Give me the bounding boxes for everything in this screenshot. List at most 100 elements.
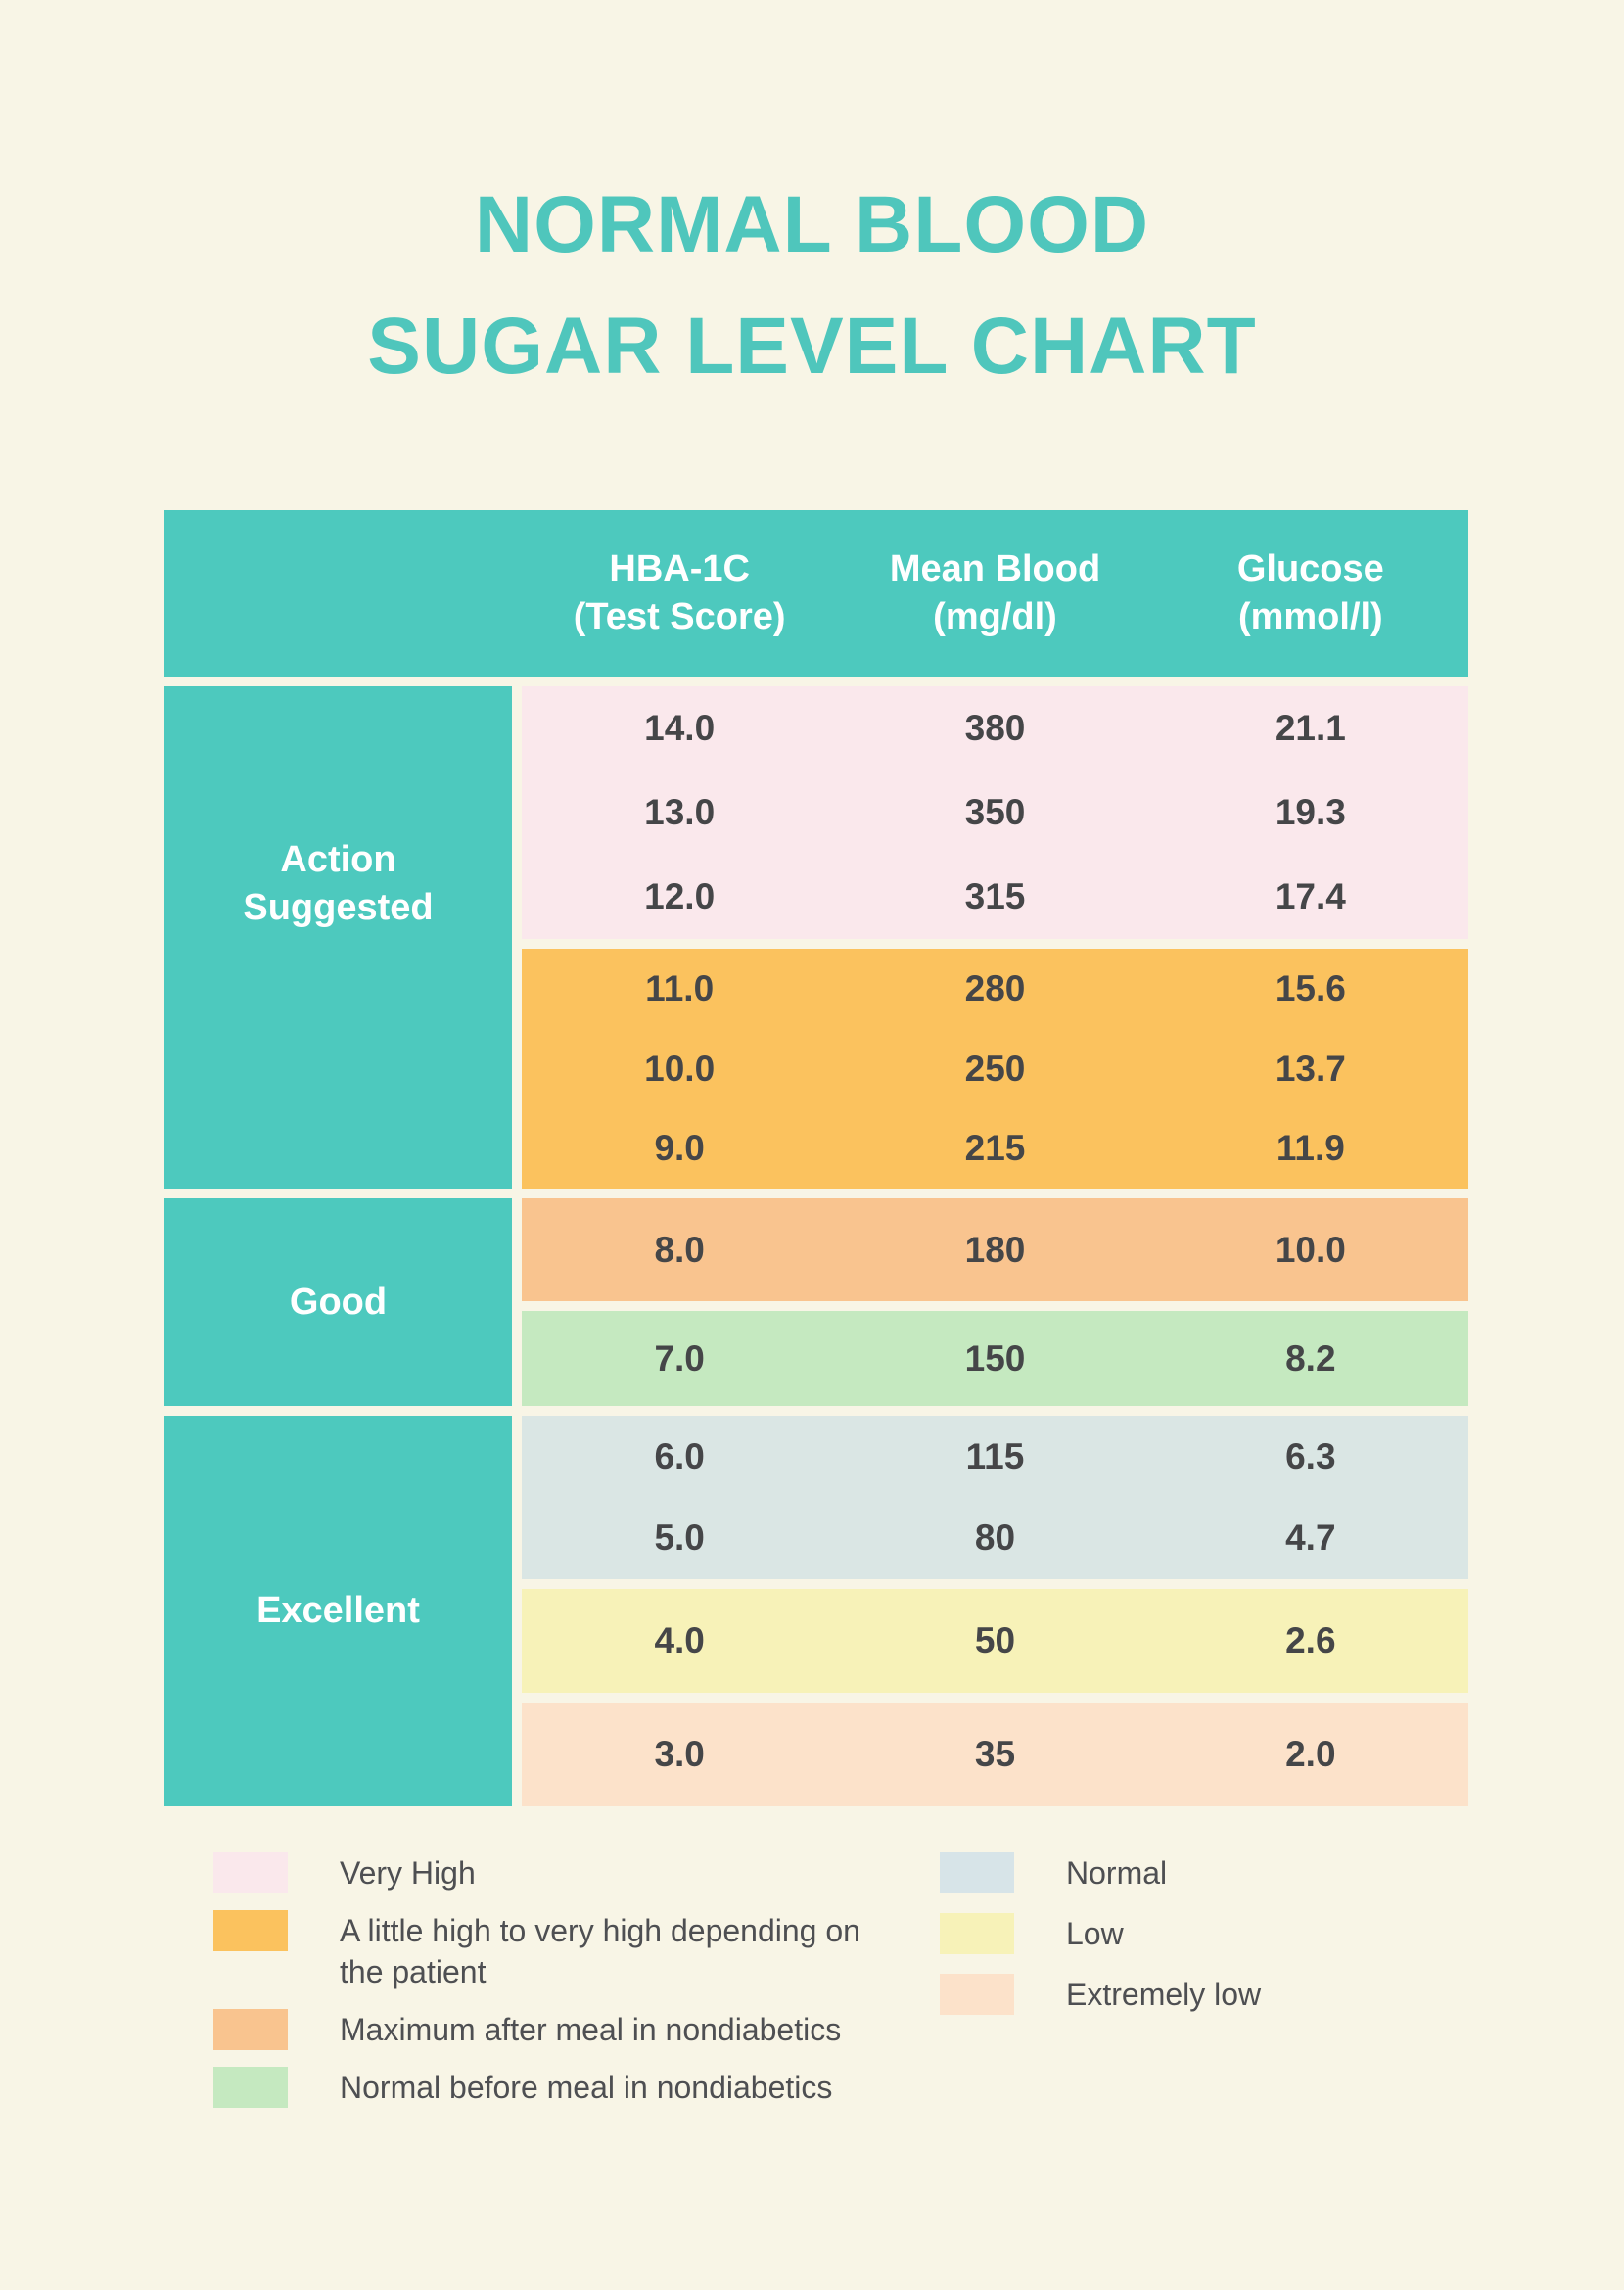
zone-block: 4.0 50 2.6 [522,1589,1468,1693]
legend-item: Normal [940,1852,1261,1893]
legend-swatch [940,1974,1014,2015]
legend-item: Extremely low [940,1974,1261,2015]
table-section: Action Suggested 14.0 380 21.1 13.0 350 19.3 12… [164,686,1468,1189]
blood-sugar-table: HBA-1C (Test Score) Mean Blood (mg/dl) Gluco… [164,510,1468,1806]
legend-label: Extremely low [1066,1977,1262,2012]
header-cell-line1: Mean Blood [889,548,1101,589]
legend-label: Very High [340,1855,476,1891]
table-cell: 50 [974,1620,1016,1660]
table-row: 3.0 35 2.0 [522,1703,1468,1806]
legend-label: Low [1066,1916,1124,1951]
header-cell-line2: (mmol/l) [1237,596,1383,637]
table-cell: 115 [965,1435,1025,1476]
table-row: 5.0 80 4.7 [522,1498,1468,1580]
table-row: 6.0 115 6.3 [522,1416,1468,1498]
table-cell: 380 [964,708,1026,748]
section-label-cell: Action Suggested [164,686,512,1189]
zone-block: 6.0 115 6.3 5.0 80 4.7 [522,1416,1468,1579]
table-cell: 13.7 [1275,1048,1346,1089]
legend-item: Low [940,1913,1261,1954]
table-section: Good 8.0 180 10.0 7.0 150 8.2 [164,1198,1468,1406]
header-cell-line2: (Test Score) [573,596,786,637]
table-section: Excellent 6.0 115 6.3 5.0 80 4.7 4.0 50 2.6 3.0 35 2… [164,1416,1468,1806]
table-cell: 8.2 [1285,1337,1336,1379]
table-cell: 280 [964,967,1026,1008]
zone-block: 11.0 280 15.6 10.0 250 13.7 9.0 215 11.9 [522,949,1468,1189]
section-blocks: 8.0 180 10.0 7.0 150 8.2 [522,1198,1468,1406]
section-blocks: 14.0 380 21.1 13.0 350 19.3 12.0 315 17.4 11.0 280… [522,686,1468,1189]
table-body: Action Suggested 14.0 380 21.1 13.0 350 19.3 12… [164,686,1468,1806]
legend-left-column: Very High A little high to very high depe… [213,1852,888,2108]
legend-label: Maximum after meal in nondiabetics [340,2012,842,2047]
section-label-cell: Good [164,1198,512,1406]
header-cell: Glucose (mmol/l) [1153,545,1468,641]
header-cell: Mean Blood (mg/dl) [837,545,1152,641]
section-label: Action Suggested [243,838,434,928]
table-cell: 19.3 [1275,792,1346,832]
table-cell: 180 [964,1229,1026,1270]
table-cell: 2.6 [1285,1620,1336,1660]
table-row: 8.0 180 10.0 [522,1198,1468,1301]
title-line-2: SUGAR LEVEL CHART [367,302,1257,391]
table-cell: 4.7 [1285,1518,1336,1559]
zone-block: 14.0 380 21.1 13.0 350 19.3 12.0 315 17.4 [522,686,1468,939]
table-row: 14.0 380 21.1 [522,686,1468,771]
table-cell: 17.4 [1275,876,1346,916]
section-blocks: 6.0 115 6.3 5.0 80 4.7 4.0 50 2.6 3.0 35 2.0 [522,1416,1468,1806]
table-cell: 13.0 [644,792,716,832]
legend-item: Normal before meal in nondiabetics [213,2067,888,2108]
section-label-cell: Excellent [164,1416,512,1806]
legend-label: A little high to very high depending on … [340,1913,860,1989]
table-cell: 12.0 [644,876,716,916]
zone-block: 3.0 35 2.0 [522,1703,1468,1806]
legend-item: Very High [213,1852,888,1893]
zone-block: 8.0 180 10.0 [522,1198,1468,1301]
table-header-row: HBA-1C (Test Score) Mean Blood (mg/dl) Gluco… [164,510,1468,677]
table-cell: 10.0 [1275,1229,1346,1270]
table-row: 4.0 50 2.6 [522,1589,1468,1693]
table-cell: 250 [964,1048,1026,1089]
section-label: Excellent [256,1590,420,1631]
table-cell: 150 [964,1337,1026,1379]
table-row: 12.0 315 17.4 [522,855,1468,939]
table-cell: 10.0 [644,1048,716,1089]
table-cell: 8.0 [654,1229,705,1270]
table-row: 10.0 250 13.7 [522,1029,1468,1109]
page-title: NORMAL BLOOD SUGAR LEVEL CHART [0,164,1624,407]
table-cell: 6.3 [1285,1435,1336,1476]
legend-swatch [213,2009,288,2050]
table-cell: 6.0 [654,1435,705,1476]
legend-swatch [940,1852,1014,1893]
table-row: 9.0 215 11.9 [522,1108,1468,1189]
table-cell: 9.0 [654,1128,705,1169]
table-cell: 5.0 [654,1518,705,1559]
table-row: 13.0 350 19.3 [522,771,1468,855]
legend-label: Normal before meal in nondiabetics [340,2070,833,2105]
table-cell: 7.0 [654,1337,705,1379]
table-cell: 80 [974,1518,1016,1559]
header-cell: HBA-1C (Test Score) [522,545,837,641]
table-cell: 350 [964,792,1026,832]
table-header-columns: HBA-1C (Test Score) Mean Blood (mg/dl) Gluco… [522,510,1468,677]
legend-item: A little high to very high depending on … [213,1910,888,1992]
table-header-spacer [164,510,522,677]
header-cell-line1: HBA-1C [609,548,750,589]
table-row: 11.0 280 15.6 [522,949,1468,1029]
zone-block: 7.0 150 8.2 [522,1311,1468,1406]
header-cell-line1: Glucose [1236,548,1384,589]
table-cell: 15.6 [1275,967,1346,1008]
section-label: Good [289,1281,388,1323]
table-cell: 4.0 [654,1620,705,1660]
legend-right-column: Normal Low Extremely low [940,1852,1261,2015]
legend-label: Normal [1066,1855,1168,1891]
legend-swatch [940,1913,1014,1954]
table-cell: 35 [974,1734,1016,1774]
table-cell: 315 [964,876,1026,916]
legend-swatch [213,2067,288,2108]
title-line-1: NORMAL BLOOD [474,180,1150,269]
table-cell: 11.0 [645,967,715,1008]
table-cell: 2.0 [1285,1734,1336,1774]
legend-swatch [213,1852,288,1893]
header-cell-line2: (mg/dl) [933,596,1057,637]
